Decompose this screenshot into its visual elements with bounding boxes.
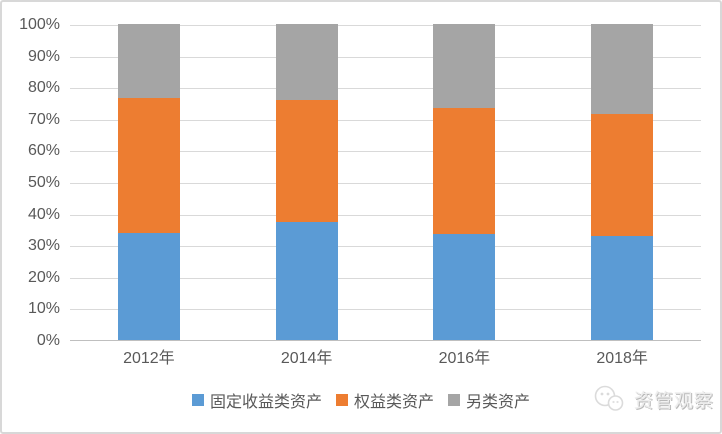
legend-label: 另类资产: [466, 394, 531, 411]
panda-circles-icon: [594, 385, 624, 411]
gridline: [70, 246, 701, 247]
gridline: [70, 120, 701, 121]
y-tick-label: 40%: [27, 206, 60, 223]
legend: 固定收益类资产 权益类资产 另类资产: [2, 388, 720, 412]
x-tick-label: 2014年: [280, 350, 333, 367]
y-tick-label: 50%: [27, 174, 60, 191]
legend-swatch-icon: [448, 394, 460, 406]
bar-segment-另类资产: [433, 24, 496, 108]
bar-segment-固定收益类资产: [275, 221, 338, 340]
y-tick-label: 90%: [27, 48, 60, 65]
bar-segment-另类资产: [117, 24, 180, 99]
legend-label: 权益类资产: [353, 394, 434, 411]
bar-segment-权益类资产: [591, 114, 654, 236]
gridline: [70, 25, 701, 26]
bar-segment-固定收益类资产: [117, 232, 180, 340]
gridline: [70, 278, 701, 279]
bar-segment-权益类资产: [275, 99, 338, 222]
legend-swatch-icon: [335, 394, 348, 406]
y-tick-label: 0%: [36, 332, 60, 349]
y-tick-label: 70%: [27, 111, 60, 128]
bar-segment-另类资产: [591, 24, 654, 115]
x-axis-tick-labels: 2012年 2014年 2016年 2018年: [70, 349, 701, 371]
stacked-bar-2018年: [591, 24, 654, 340]
legend-item-另类资产: 另类资产: [448, 388, 530, 412]
x-tick-label: 2018年: [596, 350, 648, 367]
legend-label: 固定收益类资产: [209, 394, 322, 411]
legend-swatch-icon: [191, 394, 204, 406]
x-axis-line: [70, 340, 701, 341]
stacked-bar-2014年: [275, 24, 338, 340]
legend-item-固定收益类资产: 固定收益类资产: [191, 388, 322, 412]
bar-segment-固定收益类资产: [433, 234, 496, 340]
bar-segment-权益类资产: [433, 107, 496, 235]
bar-segment-另类资产: [275, 24, 338, 100]
stacked-bar-2012年: [117, 24, 180, 340]
y-tick-label: 10%: [27, 300, 60, 317]
legend-item-权益类资产: 权益类资产: [335, 388, 434, 412]
watermark: 资管观察: [592, 383, 714, 415]
y-tick-label: 20%: [27, 269, 60, 286]
gridline: [70, 215, 701, 216]
gridline: [70, 57, 701, 58]
x-tick-label: 2012年: [123, 350, 175, 367]
y-tick-label: 100%: [19, 16, 60, 33]
plot-area: [70, 24, 701, 341]
gridline: [70, 88, 701, 89]
gridline: [70, 151, 701, 152]
bar-segment-固定收益类资产: [591, 235, 654, 340]
gridline: [70, 183, 701, 184]
y-tick-label: 30%: [27, 237, 60, 254]
gridline: [70, 309, 701, 310]
stacked-bar-2016年: [433, 24, 496, 340]
y-axis-tick-labels: 0% 10% 20% 30% 40% 50% 60% 70% 80% 90% 100%: [2, 16, 60, 349]
y-tick-label: 60%: [27, 142, 60, 159]
watermark-text: 资管观察: [633, 390, 714, 412]
x-tick-label: 2016年: [438, 350, 491, 367]
y-tick-label: 80%: [27, 79, 60, 96]
bar-segment-权益类资产: [117, 98, 180, 233]
